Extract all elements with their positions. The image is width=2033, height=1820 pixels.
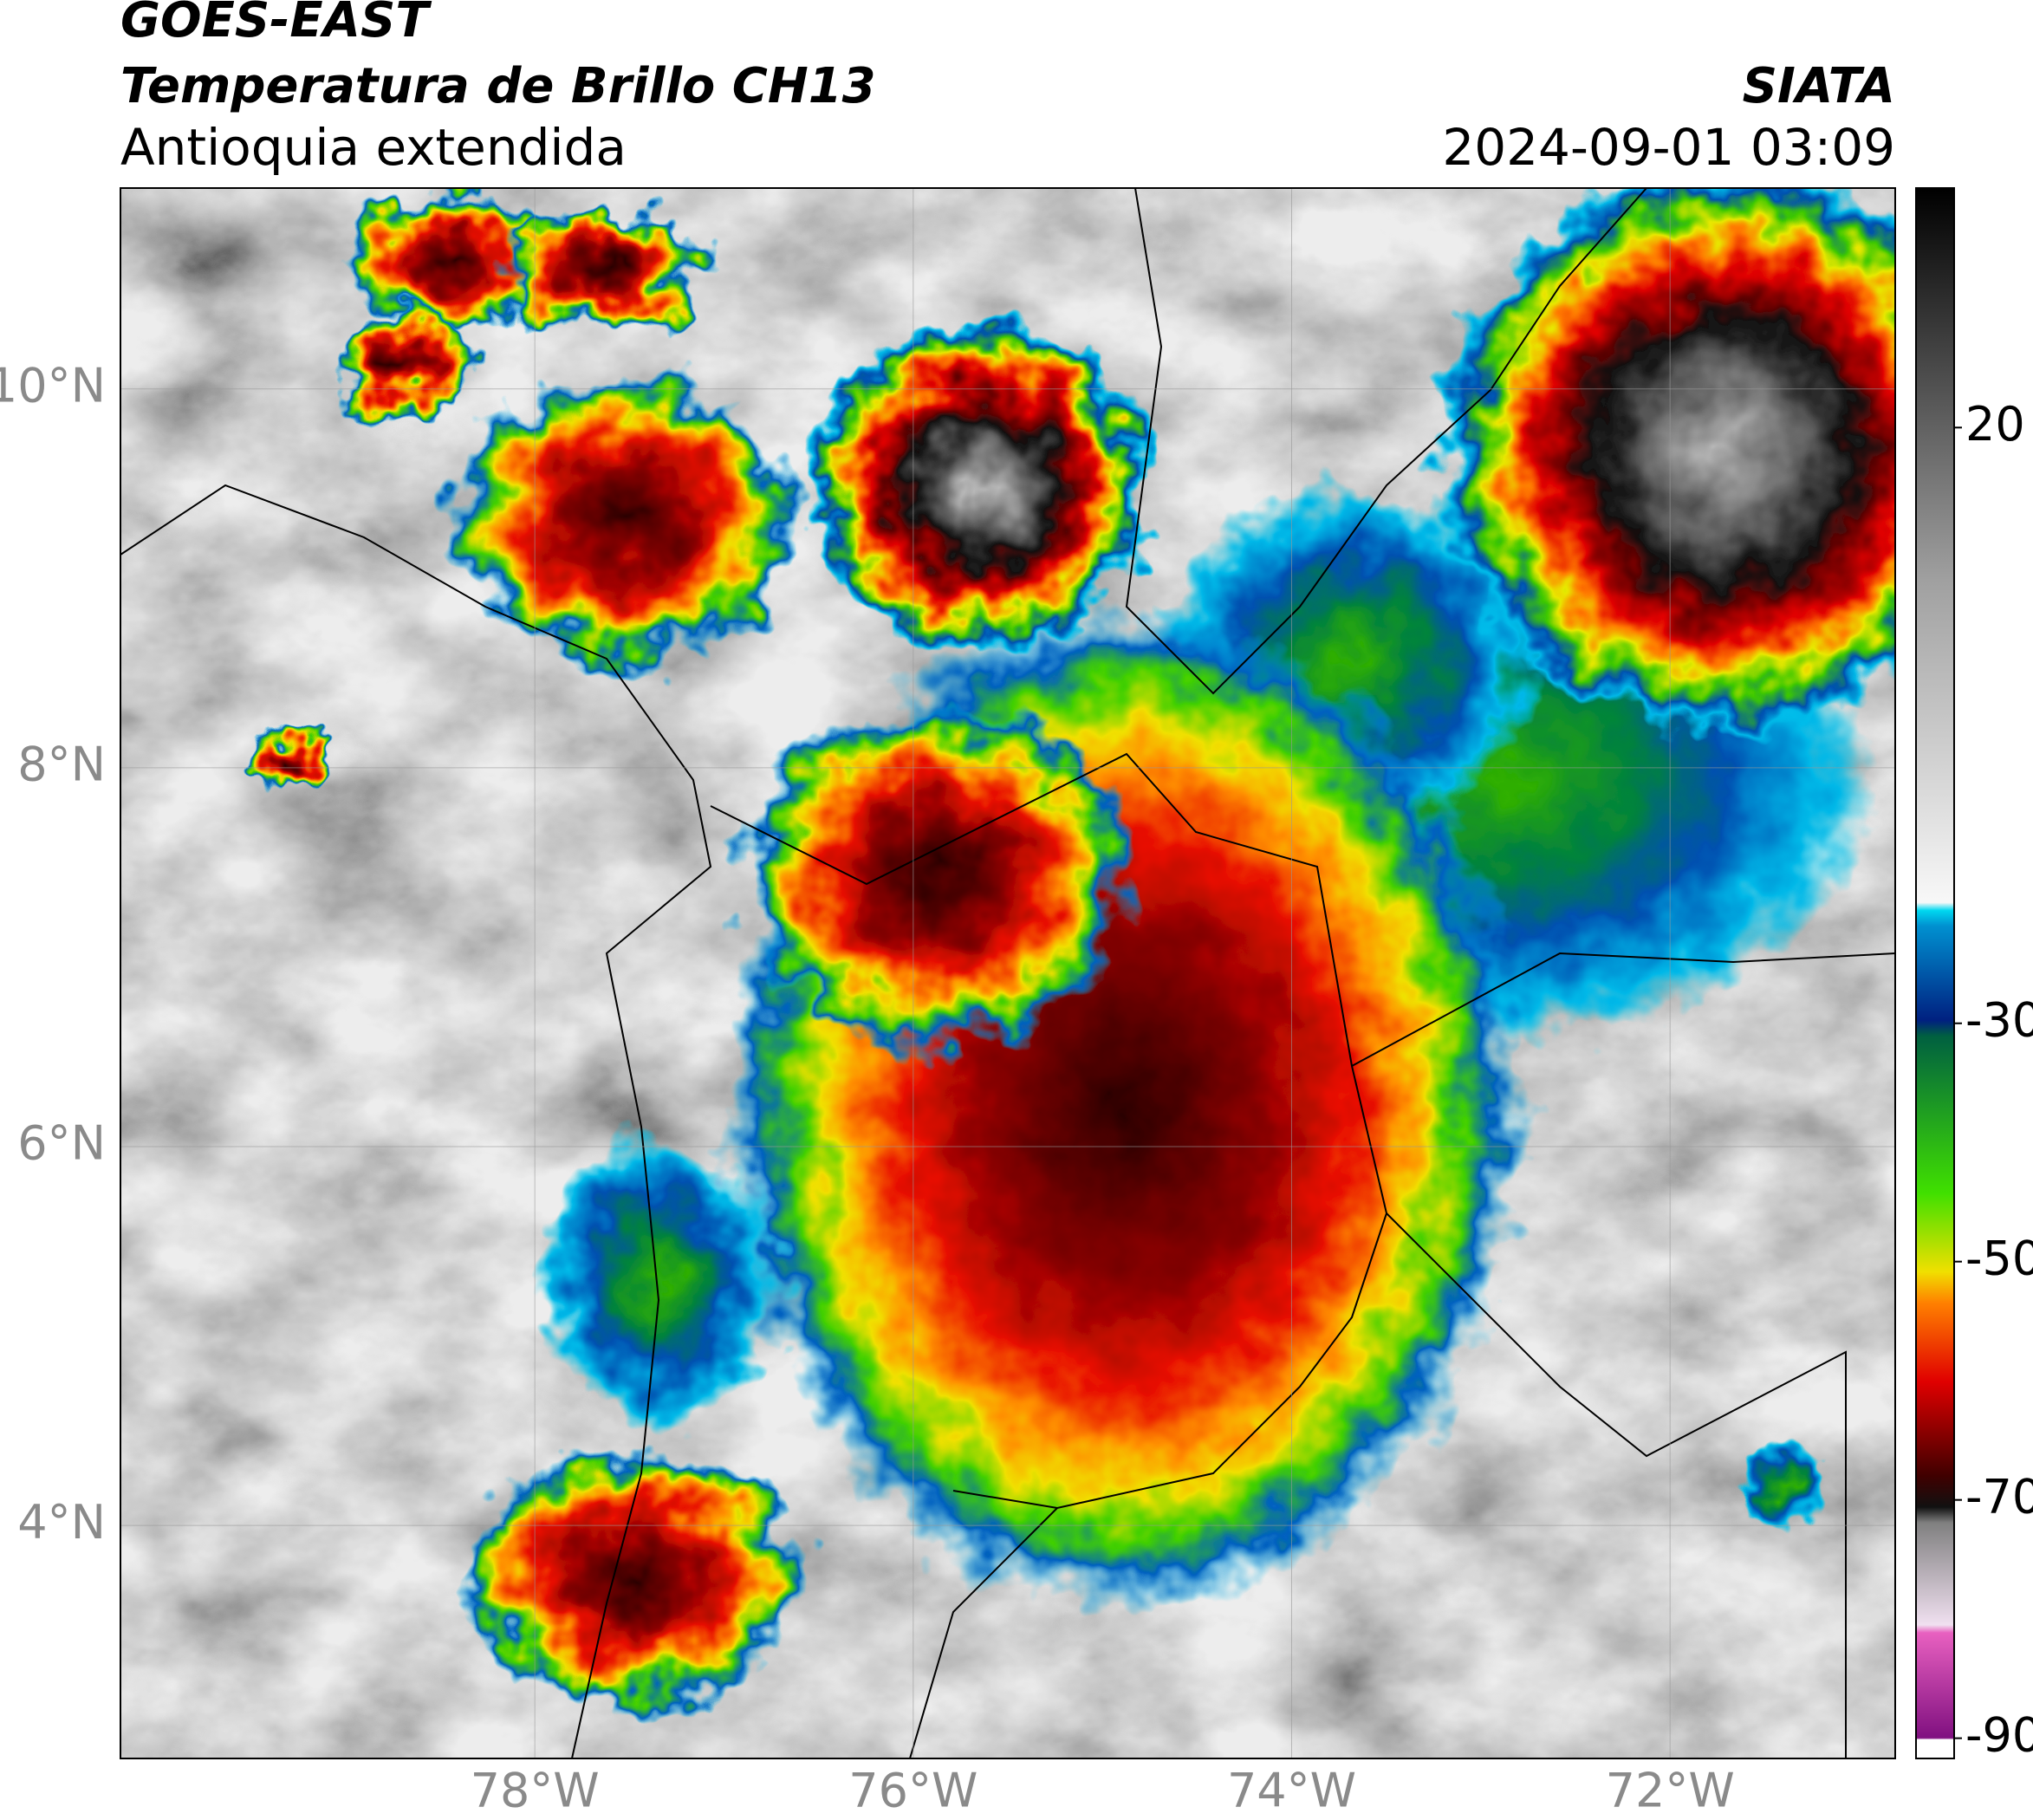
datetime: 2024-09-01 03:09: [1442, 118, 1895, 177]
storm-cell: [459, 1447, 806, 1707]
y-tick-label: 4°N: [17, 1495, 106, 1550]
storm-cell: [338, 312, 477, 416]
x-tick-label: 76°W: [848, 1764, 978, 1818]
title-line1: GOES-EAST: [120, 0, 432, 49]
title-line2: Temperatura de Brillo CH13: [120, 58, 876, 114]
source: SIATA: [1743, 58, 1895, 114]
coastline: [120, 484, 712, 1758]
cloud-cell: [537, 1135, 780, 1430]
storm-cells: [251, 188, 1895, 1707]
cloud-cell: [1746, 1439, 1824, 1543]
storm-cell: [737, 702, 1135, 1049]
boundary: [710, 752, 1388, 1510]
map-frame: [120, 187, 1896, 1759]
x-tick-label: 78°W: [471, 1764, 600, 1818]
y-tick-label: 8°N: [17, 737, 106, 791]
colorbar: [1915, 187, 1955, 1759]
storm-cell: [503, 208, 711, 329]
colorbar-tick-label: -30: [1965, 992, 2033, 1047]
y-tick-label: 10°N: [0, 358, 106, 413]
colorbar-tick-label: -50: [1965, 1231, 2033, 1285]
storm-cell: [251, 719, 329, 789]
colorbar-tick-label: -70: [1965, 1469, 2033, 1524]
subtitle: Antioquia extendida: [120, 118, 627, 177]
boundary: [1386, 1212, 1847, 1758]
boundary: [1351, 952, 1895, 1067]
boundaries: [120, 188, 1895, 1758]
y-tick-label: 6°N: [17, 1116, 106, 1171]
x-tick-label: 74°W: [1227, 1764, 1356, 1818]
storm-cell: [806, 321, 1153, 650]
storm-cell: [1439, 188, 1895, 737]
boundary: [909, 1507, 1058, 1758]
colorbar-tick-label: -90: [1965, 1707, 2033, 1762]
storm-cell: [347, 191, 555, 329]
map: [120, 188, 1895, 1758]
x-tick-label: 72°W: [1606, 1764, 1735, 1818]
colorbar-tick-label: 20: [1965, 397, 2025, 452]
boundary: [1125, 188, 1647, 695]
storm-cell: [451, 373, 797, 667]
